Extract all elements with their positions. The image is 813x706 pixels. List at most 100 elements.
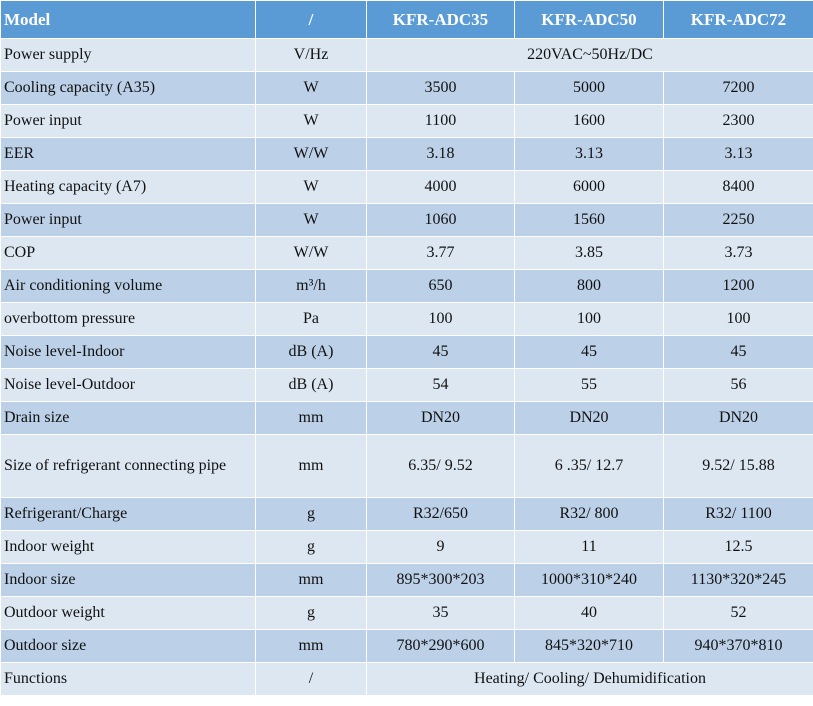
row-label: Power supply [0, 38, 256, 72]
row-label: Indoor size [0, 563, 256, 597]
row-value: 1130*320*245 [663, 563, 813, 597]
row-value: 2300 [663, 104, 813, 138]
row-value: 100 [366, 302, 515, 336]
header-model-kfr-adc35: KFR-ADC35 [366, 0, 515, 39]
row-label: Outdoor weight [0, 596, 256, 630]
row-unit: mm [255, 434, 367, 498]
table-row: Size of refrigerant connecting pipe mm 6.3… [0, 434, 813, 498]
row-merged-value: 220VAC~50Hz/DC [366, 38, 813, 72]
row-value: 8400 [663, 170, 813, 204]
row-value: DN20 [514, 401, 664, 435]
table-row: Heating capacity (A7) W 4000 6000 8400 [0, 170, 813, 204]
row-merged-value: Heating/ Cooling/ Dehumidification [366, 662, 813, 696]
row-value: 56 [663, 368, 813, 402]
row-value: R32/ 800 [514, 497, 664, 531]
row-unit: m³/h [255, 269, 367, 303]
row-label: Drain size [0, 401, 256, 435]
row-label: overbottom pressure [0, 302, 256, 336]
table-row: Drain size mm DN20 DN20 DN20 [0, 401, 813, 435]
row-value: 1600 [514, 104, 664, 138]
row-label: Indoor weight [0, 530, 256, 564]
row-label: EER [0, 137, 256, 171]
row-value: 100 [514, 302, 664, 336]
row-value: 1060 [366, 203, 515, 237]
table-row: Indoor size mm 895*300*203 1000*310*240 1130… [0, 563, 813, 597]
header-unit: / [255, 0, 367, 39]
row-label: COP [0, 236, 256, 270]
table-row: Indoor weight g 9 11 12.5 [0, 530, 813, 564]
row-value: 1560 [514, 203, 664, 237]
table-row: Noise level-Indoor dB (A) 45 45 45 [0, 335, 813, 369]
row-unit: dB (A) [255, 368, 367, 402]
row-value: 5000 [514, 71, 664, 105]
header-row: Model / KFR-ADC35 KFR-ADC50 KFR-ADC72 [0, 0, 813, 39]
row-value: 800 [514, 269, 664, 303]
row-value: R32/ 1100 [663, 497, 813, 531]
row-value: 650 [366, 269, 515, 303]
row-unit: / [255, 662, 367, 696]
row-label: Noise level-Outdoor [0, 368, 256, 402]
table-row: Functions / Heating/ Cooling/ Dehumidifica… [0, 662, 813, 696]
table-row: overbottom pressure Pa 100 100 100 [0, 302, 813, 336]
row-label: Power input [0, 203, 256, 237]
row-unit: mm [255, 401, 367, 435]
row-value: 6000 [514, 170, 664, 204]
row-value: R32/650 [366, 497, 515, 531]
row-unit: W [255, 170, 367, 204]
row-value: 1200 [663, 269, 813, 303]
row-unit: W/W [255, 137, 367, 171]
row-label: Functions [0, 662, 256, 696]
row-value: 3500 [366, 71, 515, 105]
header-model-kfr-adc50: KFR-ADC50 [514, 0, 664, 39]
table-row: Power input W 1100 1600 2300 [0, 104, 813, 138]
row-value: 52 [663, 596, 813, 630]
row-value: 6.35/ 9.52 [366, 434, 515, 498]
row-value: 845*320*710 [514, 629, 664, 663]
row-label: Noise level-Indoor [0, 335, 256, 369]
row-value: 3.73 [663, 236, 813, 270]
table-row: COP W/W 3.77 3.85 3.73 [0, 236, 813, 270]
row-value: 2250 [663, 203, 813, 237]
row-value: 780*290*600 [366, 629, 515, 663]
row-value: 40 [514, 596, 664, 630]
table-row: Outdoor weight g 35 40 52 [0, 596, 813, 630]
row-value: 1100 [366, 104, 515, 138]
row-value: 3.77 [366, 236, 515, 270]
row-unit: mm [255, 629, 367, 663]
row-value: 12.5 [663, 530, 813, 564]
table-row: Noise level-Outdoor dB (A) 54 55 56 [0, 368, 813, 402]
row-value: 3.85 [514, 236, 664, 270]
table-row: Cooling capacity (A35) W 3500 5000 7200 [0, 71, 813, 105]
row-value: 7200 [663, 71, 813, 105]
row-value: 940*370*810 [663, 629, 813, 663]
row-value: 3.18 [366, 137, 515, 171]
table-row: Refrigerant/Charge g R32/650 R32/ 800 R32/ 1… [0, 497, 813, 531]
row-value: 895*300*203 [366, 563, 515, 597]
row-value: 54 [366, 368, 515, 402]
row-value: 45 [663, 335, 813, 369]
row-unit: dB (A) [255, 335, 367, 369]
row-value: 3.13 [663, 137, 813, 171]
row-value: DN20 [663, 401, 813, 435]
table-row: Outdoor size mm 780*290*600 845*320*710 940*… [0, 629, 813, 663]
row-value: 9 [366, 530, 515, 564]
row-value: 100 [663, 302, 813, 336]
row-unit: g [255, 596, 367, 630]
row-value: 9.52/ 15.88 [663, 434, 813, 498]
row-label: Outdoor size [0, 629, 256, 663]
spec-table-body: Power supply V/Hz 220VAC~50Hz/DC Cooling ca… [0, 38, 813, 696]
row-value: 45 [366, 335, 515, 369]
row-unit: W [255, 71, 367, 105]
row-value: 6 .35/ 12.7 [514, 434, 664, 498]
table-row: Power supply V/Hz 220VAC~50Hz/DC [0, 38, 813, 72]
row-label: Power input [0, 104, 256, 138]
row-unit: W [255, 104, 367, 138]
row-value: 45 [514, 335, 664, 369]
row-unit: Pa [255, 302, 367, 336]
row-unit: V/Hz [255, 38, 367, 72]
row-label: Air conditioning volume [0, 269, 256, 303]
row-label: Size of refrigerant connecting pipe [0, 434, 256, 498]
row-value: DN20 [366, 401, 515, 435]
row-value: 1000*310*240 [514, 563, 664, 597]
